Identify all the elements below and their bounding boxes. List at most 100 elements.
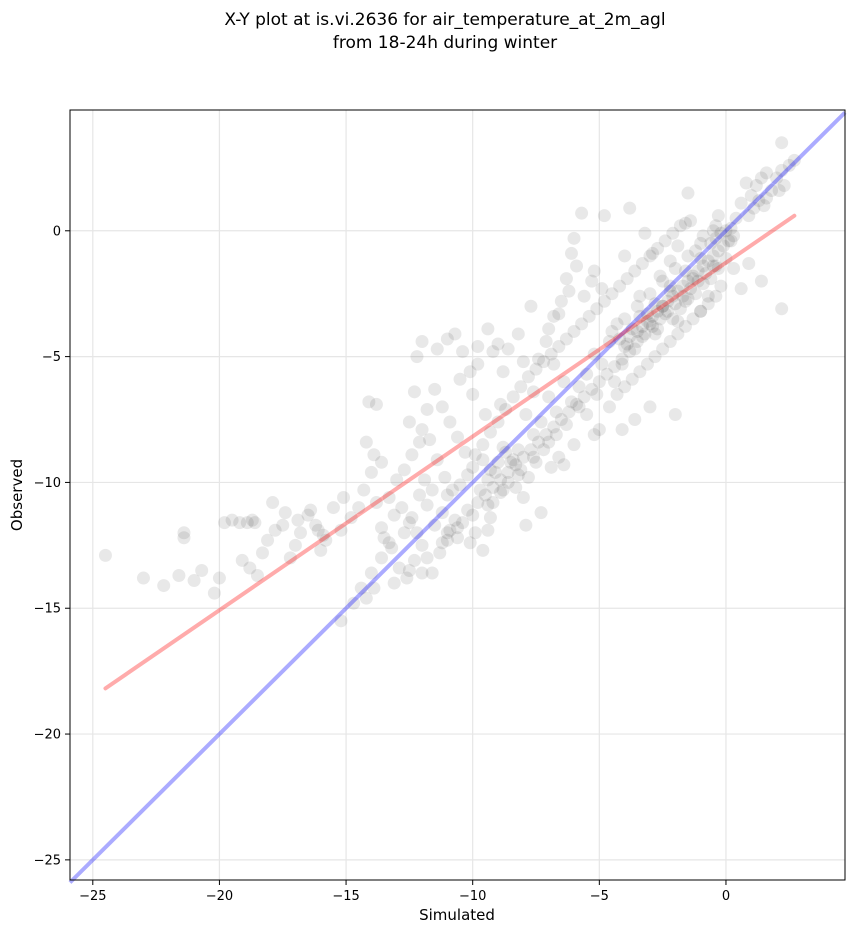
scatter-point	[195, 563, 209, 577]
scatter-point	[777, 178, 791, 192]
scatter-point	[709, 219, 723, 233]
scatter-point	[311, 523, 325, 537]
scatter-point	[425, 566, 439, 580]
scatter-point	[696, 229, 710, 243]
scatter-point	[615, 352, 629, 366]
scatter-point	[775, 163, 789, 177]
scatter-point	[233, 516, 247, 530]
scatter-point	[410, 526, 424, 540]
scatter-point	[405, 511, 419, 525]
scatter-point	[552, 340, 566, 354]
scatter-point	[532, 352, 546, 366]
scatter-point	[719, 224, 733, 238]
scatter-point	[724, 221, 738, 235]
scatter-point	[478, 488, 492, 502]
scatter-point	[509, 480, 523, 494]
scatter-point	[420, 498, 434, 512]
scatter-point	[501, 475, 515, 489]
scatter-point	[440, 488, 454, 502]
scatter-point	[590, 387, 604, 401]
scatter-point	[516, 355, 530, 369]
scatter-point	[666, 226, 680, 240]
scatter-point	[686, 269, 700, 283]
scatter-point	[754, 274, 768, 288]
scatter-point	[699, 267, 713, 281]
scatter-point	[595, 357, 609, 371]
scatter-point	[557, 458, 571, 472]
scatter-point	[430, 453, 444, 467]
scatter-point	[225, 513, 239, 527]
scatter-point	[570, 397, 584, 411]
scatter-point	[559, 272, 573, 286]
scatter-point	[514, 463, 528, 477]
scatter-point	[377, 531, 391, 545]
scatter-point	[428, 382, 442, 396]
y-tick-label: 0	[53, 224, 61, 239]
scatter-point	[721, 234, 735, 248]
scatter-point	[491, 337, 505, 351]
scatter-point	[587, 428, 601, 442]
scatter-point	[666, 289, 680, 303]
scatter-point	[390, 473, 404, 487]
scatter-point	[648, 327, 662, 341]
scatter-point	[587, 347, 601, 361]
scatter-point	[567, 231, 581, 245]
scatter-point	[357, 483, 371, 497]
scatter-point	[420, 551, 434, 565]
scatter-point	[481, 523, 495, 537]
scatter-point	[402, 415, 416, 429]
scatter-point	[694, 304, 708, 318]
scatter-point	[661, 294, 675, 308]
scatter-point	[694, 251, 708, 265]
scatter-point	[615, 357, 629, 371]
scatter-point	[714, 279, 728, 293]
scatter-point	[658, 307, 672, 321]
scatter-point	[620, 337, 634, 351]
scatter-point	[362, 395, 376, 409]
scatter-point	[334, 523, 348, 537]
scatter-point	[671, 314, 685, 328]
scatter-point	[486, 496, 500, 510]
scatter-point	[749, 178, 763, 192]
scatter-point	[592, 423, 606, 437]
scatter-point	[476, 543, 490, 557]
scatter-point	[615, 423, 629, 437]
scatter-point	[547, 420, 561, 434]
scatter-point	[706, 259, 720, 273]
scatter-point	[354, 581, 368, 595]
scatter-point	[445, 483, 459, 497]
scatter-point	[787, 153, 801, 167]
scatter-point	[529, 455, 543, 469]
scatter-point	[630, 299, 644, 313]
scatter-point	[696, 277, 710, 291]
scatter-point	[676, 279, 690, 293]
scatter-point	[772, 184, 786, 198]
scatter-point	[739, 176, 753, 190]
scatter-point	[301, 508, 315, 522]
scatter-point	[326, 501, 340, 515]
scatter-point	[491, 415, 505, 429]
scatter-point	[504, 455, 518, 469]
scatter-point	[597, 294, 611, 308]
scatter-point	[684, 282, 698, 296]
scatter-point	[691, 264, 705, 278]
scatter-point	[400, 571, 414, 585]
scatter-point	[638, 327, 652, 341]
scatter-point	[625, 372, 639, 386]
scatter-point	[266, 496, 280, 510]
scatter-point	[468, 526, 482, 540]
scatter-point	[537, 355, 551, 369]
scatter-point	[701, 254, 715, 268]
scatter-point	[640, 314, 654, 328]
scatter-point	[585, 274, 599, 288]
scatter-point	[562, 405, 576, 419]
scatter-point	[651, 322, 665, 336]
grid	[70, 110, 845, 880]
scatter-point	[618, 340, 632, 354]
scatter-point	[413, 435, 427, 449]
scatter-point	[352, 501, 366, 515]
scatter-point	[625, 322, 639, 336]
scatter-point	[752, 194, 766, 208]
scatter-point	[499, 445, 513, 459]
scatter-point	[157, 579, 171, 593]
